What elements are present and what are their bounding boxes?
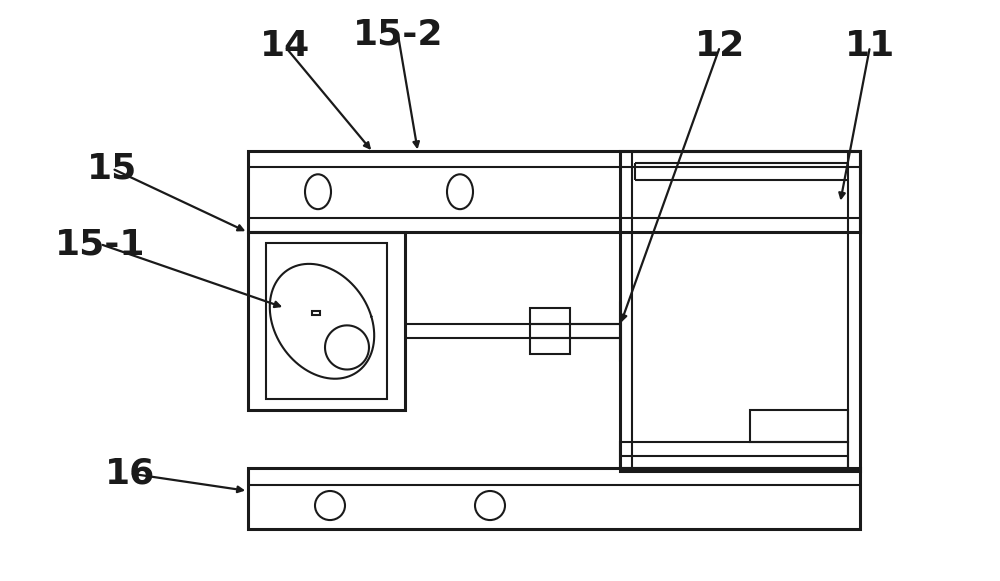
Text: 12: 12 [695, 30, 745, 63]
Bar [620, 151, 860, 471]
Bar [248, 232, 405, 410]
Bar [266, 243, 387, 399]
Text: 15: 15 [87, 152, 137, 185]
Text: 15-2: 15-2 [353, 18, 443, 52]
Text: 14: 14 [260, 30, 310, 63]
Text: 16: 16 [105, 457, 155, 490]
Bar [620, 442, 848, 468]
Bar [530, 308, 570, 354]
Text: 11: 11 [845, 30, 895, 63]
Bar [312, 311, 320, 315]
Bar [248, 151, 860, 232]
Bar [750, 410, 848, 442]
Bar [248, 468, 860, 529]
Text: 15-1: 15-1 [55, 227, 145, 261]
